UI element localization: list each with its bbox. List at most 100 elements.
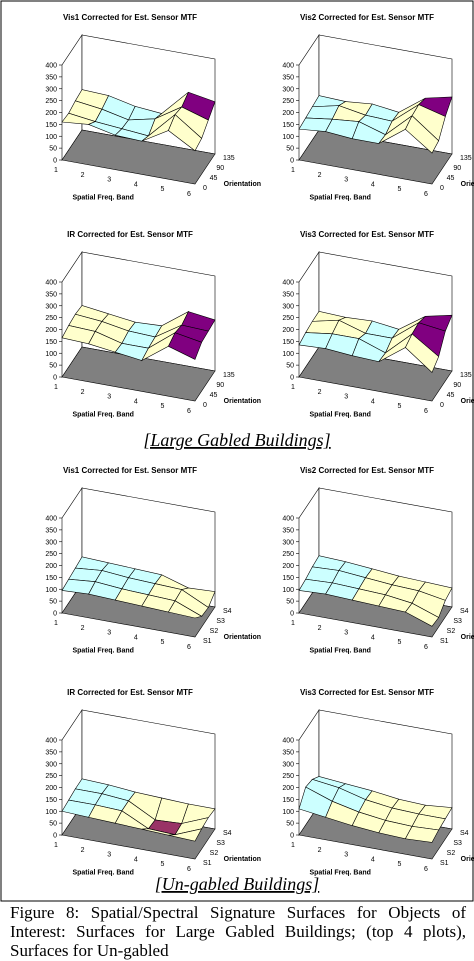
panel-title: IR Corrected for Est. Sensor MTF — [67, 230, 193, 239]
z-tick-label: 50 — [49, 363, 57, 370]
y-tick-label: 0 — [440, 185, 444, 192]
y-tick-label: S2 — [210, 628, 219, 635]
y-tick-label: 90 — [216, 165, 224, 172]
x-tick-label: 4 — [134, 398, 138, 405]
y-tick-label: 135 — [460, 372, 472, 379]
y-axis-label: Orientation — [224, 398, 261, 405]
z-tick-label: 400 — [282, 63, 294, 70]
x-tick-label: 1 — [291, 620, 295, 627]
y-tick-label: 135 — [223, 372, 235, 379]
z-tick-label: 50 — [286, 363, 294, 370]
x-tick-label: 4 — [134, 181, 138, 188]
z-tick-label: 150 — [45, 339, 57, 346]
x-tick-label: 1 — [291, 167, 295, 174]
panel-title: Vis1 Corrected for Est. Sensor MTF — [63, 13, 197, 22]
y-tick-label: 45 — [210, 392, 218, 399]
x-axis-label: Spatial Freq. Band — [72, 870, 133, 877]
z-tick-label: 400 — [45, 63, 57, 70]
x-tick-label: 6 — [424, 644, 428, 651]
z-tick-label: 300 — [45, 539, 57, 546]
z-tick-label: 350 — [45, 527, 57, 534]
y-tick-label: S4 — [223, 608, 232, 615]
floor — [61, 346, 216, 402]
x-axis-label: Spatial Freq. Band — [72, 412, 133, 419]
z-tick-label: 100 — [45, 134, 57, 141]
z-tick-label: 400 — [282, 738, 294, 745]
z-tick-label: 250 — [282, 551, 294, 558]
z-tick-label: 150 — [45, 797, 57, 804]
z-tick-label: 350 — [282, 74, 294, 81]
z-tick-label: 300 — [45, 303, 57, 310]
x-tick-label: 6 — [424, 408, 428, 415]
x-tick-label: 5 — [397, 639, 401, 646]
surface-cell — [404, 826, 440, 843]
y-tick-label: S3 — [216, 840, 225, 847]
y-tick-label: 0 — [203, 402, 207, 409]
y-tick-label: S4 — [460, 608, 469, 615]
z-tick-label: 50 — [286, 146, 294, 153]
z-tick-label: 100 — [45, 351, 57, 358]
floor — [298, 129, 453, 185]
z-tick-label: 0 — [53, 375, 57, 382]
x-tick-label: 2 — [81, 172, 85, 179]
x-tick-label: 3 — [344, 177, 348, 184]
x-tick-label: 5 — [397, 403, 401, 410]
z-tick-label: 350 — [45, 74, 57, 81]
y-tick-label: S1 — [440, 638, 449, 645]
y-tick-label: 45 — [447, 392, 455, 399]
z-tick-label: 100 — [282, 587, 294, 594]
y-tick-label: S4 — [460, 830, 469, 837]
floor — [298, 346, 453, 402]
x-tick-label: 1 — [54, 842, 58, 849]
y-tick-label: 45 — [447, 175, 455, 182]
y-axis-label: Orientation — [461, 181, 474, 188]
x-tick-label: 3 — [107, 630, 111, 637]
x-tick-label: 2 — [318, 625, 322, 632]
z-tick-label: 150 — [45, 122, 57, 129]
z-tick-label: 100 — [282, 809, 294, 816]
surface-cell — [405, 115, 440, 154]
x-tick-label: 3 — [344, 852, 348, 859]
z-tick-label: 300 — [282, 86, 294, 93]
y-axis-label: Orientation — [224, 856, 261, 863]
x-tick-label: 6 — [424, 191, 428, 198]
y-axis-label: Orientation — [224, 634, 261, 641]
y-axis-label: Orientation — [461, 398, 474, 405]
z-tick-label: 300 — [282, 303, 294, 310]
z-tick-label: 0 — [53, 158, 57, 165]
z-tick-label: 200 — [45, 110, 57, 117]
z-tick-label: 400 — [45, 516, 57, 523]
z-tick-label: 200 — [282, 110, 294, 117]
surface-cell — [168, 828, 203, 842]
x-tick-label: 6 — [187, 408, 191, 415]
y-tick-label: 0 — [203, 185, 207, 192]
panel-title: Vis3 Corrected for Est. Sensor MTF — [300, 230, 434, 239]
y-tick-label: 45 — [210, 175, 218, 182]
panel-title: Vis2 Corrected for Est. Sensor MTF — [300, 466, 434, 475]
z-tick-label: 400 — [282, 280, 294, 287]
section-label: [Large Gabled Buildings] — [143, 430, 330, 450]
y-tick-label: S3 — [216, 618, 225, 625]
z-tick-label: 150 — [45, 575, 57, 582]
x-tick-label: 1 — [291, 842, 295, 849]
x-tick-label: 3 — [344, 394, 348, 401]
x-axis-label: Spatial Freq. Band — [309, 195, 370, 202]
z-tick-label: 300 — [282, 539, 294, 546]
x-tick-label: 5 — [397, 861, 401, 868]
y-tick-label: S1 — [203, 638, 212, 645]
x-tick-label: 5 — [160, 861, 164, 868]
z-tick-label: 200 — [45, 563, 57, 570]
surface-cell — [404, 602, 440, 627]
x-tick-label: 5 — [160, 186, 164, 193]
z-tick-label: 150 — [282, 122, 294, 129]
z-tick-label: 250 — [45, 98, 57, 105]
y-axis-label: Orientation — [224, 181, 261, 188]
surface-cell — [167, 332, 203, 360]
z-tick-label: 250 — [282, 98, 294, 105]
y-tick-label: S2 — [447, 850, 456, 857]
y-tick-label: 90 — [453, 382, 461, 389]
figure-border — [0, 0, 474, 902]
z-tick-label: 350 — [282, 527, 294, 534]
z-tick-label: 100 — [282, 134, 294, 141]
z-tick-label: 400 — [282, 516, 294, 523]
